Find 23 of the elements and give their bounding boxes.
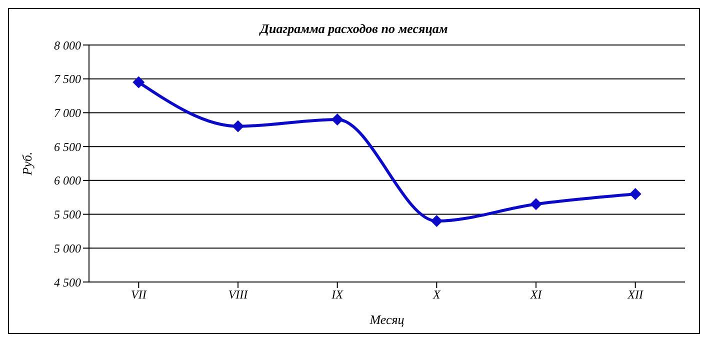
y-tick-label: 6 000: [54, 174, 81, 188]
y-tick-label: 7 500: [54, 72, 81, 86]
y-axis-title: Руб.: [20, 152, 35, 176]
point: [629, 188, 642, 200]
x-tick-label: XI: [529, 288, 543, 302]
x-tick-label: VIII: [228, 288, 249, 302]
x-tick-label: XII: [626, 288, 644, 302]
y-tick-label: 5 000: [54, 241, 81, 256]
x-tick-label: VII: [131, 288, 148, 302]
x-tick-label: X: [432, 288, 441, 302]
y-tick-label: 8 000: [54, 38, 81, 52]
x-tick-label: IX: [330, 288, 344, 302]
y-tick-label: 4 500: [54, 275, 81, 290]
x-axis-title: Месяц: [368, 312, 405, 327]
point: [430, 215, 443, 228]
point: [232, 120, 244, 132]
point: [132, 76, 145, 88]
y-tick-label: 6 500: [54, 140, 81, 154]
y-tick-label: 7 000: [54, 106, 81, 120]
point: [331, 113, 344, 126]
chart-title: Диаграмма расходов по месяцам: [258, 21, 449, 37]
point: [530, 198, 542, 210]
y-tick-label: 5 500: [54, 208, 81, 222]
